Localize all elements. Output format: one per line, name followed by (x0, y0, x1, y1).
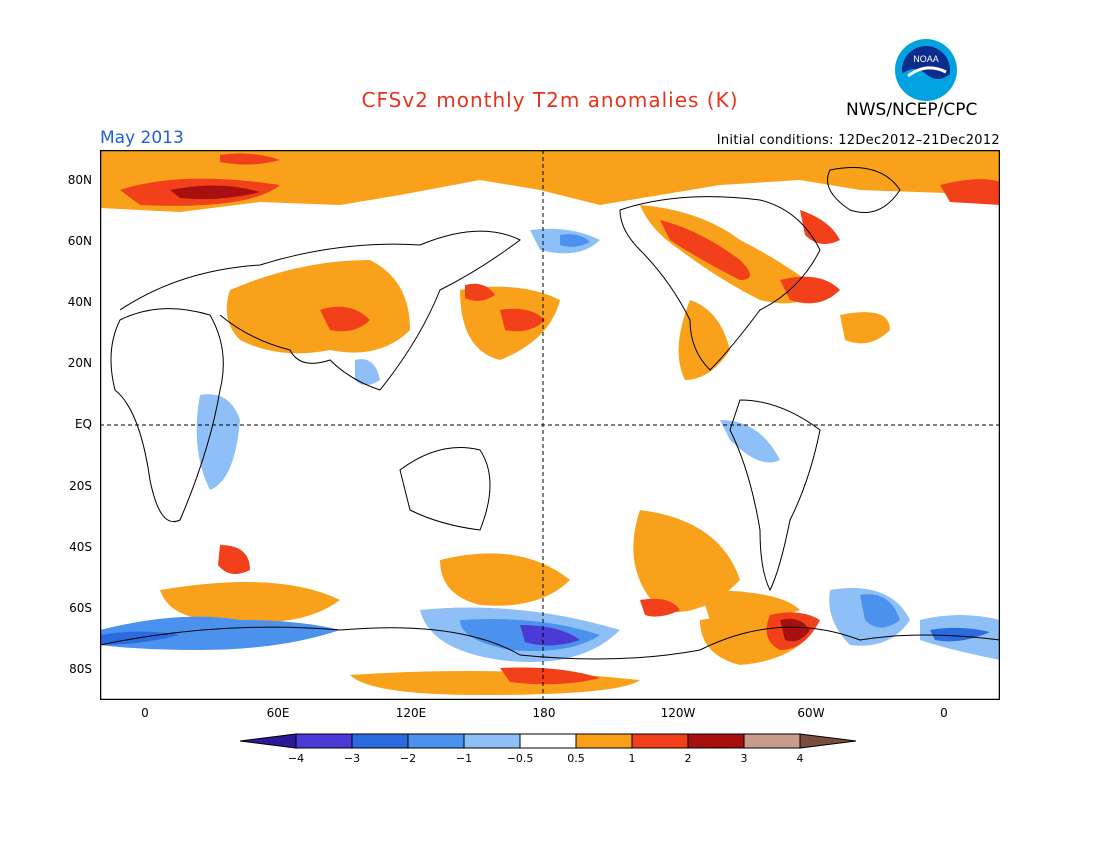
lat-label: 40N (67, 295, 92, 309)
colorbar-tick-label: −4 (287, 752, 305, 765)
colorbar-tick-label: 4 (796, 752, 804, 765)
lon-label: 60E (266, 706, 290, 720)
lat-label: 80N (67, 173, 92, 187)
colorbar-tick-label: 2 (684, 752, 692, 765)
colorbar-segment (407, 733, 465, 749)
lon-label: 120W (660, 706, 696, 720)
agency-label: NWS/NCEP/CPC (846, 100, 978, 120)
reference-lines (100, 150, 1000, 700)
colorbar-arrow-high (799, 733, 857, 749)
colorbar-segment (351, 733, 409, 749)
colorbar-segment (463, 733, 521, 749)
colorbar-tick-label: −0.5 (506, 752, 534, 765)
anomaly-fields (100, 150, 1000, 695)
colorbar-tick-label: 1 (628, 752, 636, 765)
colorbar-segment (295, 733, 353, 749)
colorbar-segment (575, 733, 633, 749)
noaa-logo: NOAA (895, 39, 957, 101)
lon-label: 0 (141, 706, 149, 720)
lon-label: 0 (940, 706, 948, 720)
colorbar-segment (519, 733, 577, 749)
lat-label: 40S (69, 540, 92, 554)
lat-label: 60N (67, 234, 92, 248)
lat-label: 20S (69, 479, 92, 493)
colorbar (240, 733, 857, 749)
coastlines (100, 167, 1000, 660)
lat-label: 60S (69, 601, 92, 615)
colorbar-tick-label: −2 (399, 752, 417, 765)
lat-label: 80S (69, 662, 92, 676)
colorbar-segment (743, 733, 801, 749)
map-frame (100, 150, 1000, 700)
map-title: CFSv2 monthly T2m anomalies (K) (361, 88, 739, 112)
lat-label: EQ (74, 417, 92, 431)
initial-conditions: Initial conditions: 12Dec2012–21Dec2012 (716, 133, 1000, 148)
lat-label: 20N (67, 356, 92, 370)
colorbar-tick-label: 3 (740, 752, 748, 765)
logo-text: NOAA (913, 54, 939, 64)
colorbar-tick-label: 0.5 (567, 752, 585, 765)
forecast-month: May 2013 (100, 128, 184, 148)
lon-label: 60W (797, 706, 825, 720)
colorbar-segment (631, 733, 689, 749)
colorbar-tick-label: −3 (343, 752, 361, 765)
colorbar-segment (687, 733, 745, 749)
anomaly-map (100, 150, 1000, 700)
colorbar-tick-label: −1 (455, 752, 473, 765)
lon-label: 120E (395, 706, 427, 720)
lon-label: 180 (532, 706, 556, 720)
colorbar-arrow-low (240, 733, 297, 749)
